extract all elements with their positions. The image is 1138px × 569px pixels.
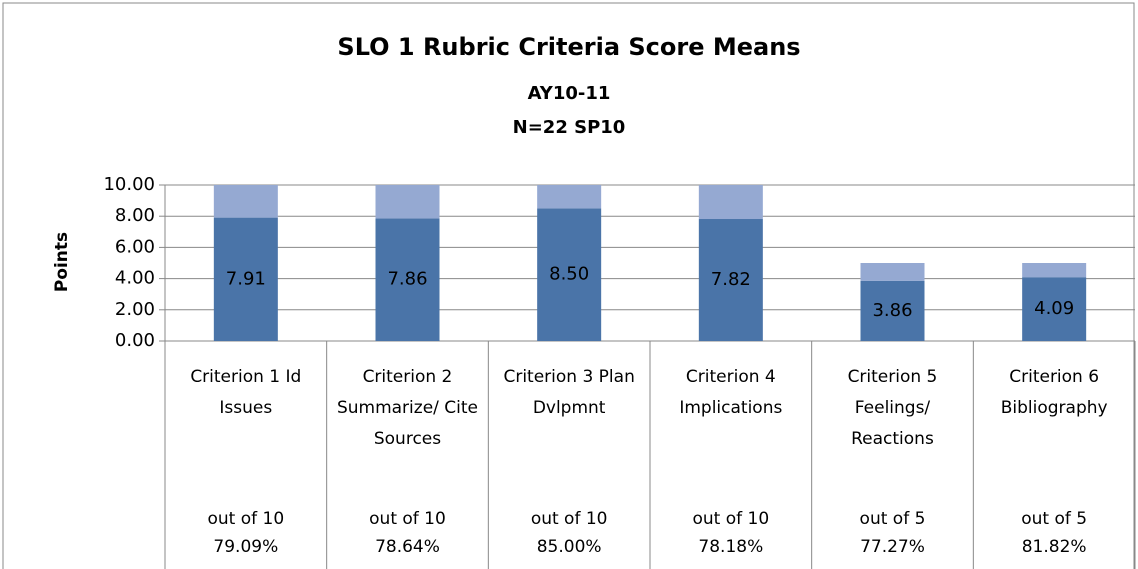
data-label: 7.91	[226, 268, 266, 289]
max-label: out of 5	[859, 509, 926, 529]
y-tick-label: 4.00	[115, 268, 155, 289]
percent-label: 81.82%	[1021, 537, 1087, 557]
percent-label: 78.18%	[698, 537, 764, 557]
bar-segment	[375, 218, 440, 341]
y-tick-label: 0.00	[115, 330, 155, 351]
category-label: Criterion 4 Implications	[679, 367, 783, 418]
y-tick-label: 10.00	[103, 174, 155, 195]
category-label: Criterion 5 Feelings/ Reactions	[847, 367, 938, 449]
max-label: out of 10	[369, 509, 446, 529]
bar-segment	[860, 280, 925, 341]
data-label: 3.86	[872, 300, 912, 321]
bar-segment	[213, 185, 278, 218]
percent-label: 78.64%	[375, 537, 440, 557]
y-tick-label: 8.00	[115, 205, 155, 226]
bar-segment	[1022, 263, 1087, 278]
bar-segment	[860, 263, 925, 281]
category-label: Criterion 1 Id Issues	[190, 367, 302, 418]
percent-label: 79.09%	[213, 537, 279, 557]
max-label: out of 10	[692, 509, 770, 529]
y-axis-label: Points	[52, 232, 72, 292]
bar-segment	[375, 185, 440, 219]
data-label: 7.82	[711, 269, 751, 290]
bar-segment	[698, 185, 763, 220]
bar-segment	[698, 219, 763, 341]
bar-segment	[537, 185, 602, 209]
max-label: out of 10	[530, 509, 608, 529]
chart-subtitle: N=22 SP10	[513, 117, 626, 138]
max-label: out of 10	[207, 509, 285, 529]
bar-segment	[1022, 277, 1087, 341]
data-label: 7.86	[387, 269, 427, 290]
data-label: 8.50	[549, 264, 589, 285]
y-tick-label: 2.00	[115, 299, 155, 320]
bar-segment	[213, 217, 278, 341]
data-label: 4.09	[1034, 298, 1074, 319]
category-label: Criterion 3 Plan Dvlpmnt	[503, 367, 635, 418]
percent-label: 77.27%	[860, 537, 925, 557]
chart-subtitle: AY10-11	[528, 83, 611, 104]
max-label: out of 5	[1021, 509, 1088, 529]
category-label: Criterion 6 Bibliography	[1000, 367, 1108, 418]
bar-segment	[537, 208, 602, 341]
category-label: Criterion 2 Summarize/ Cite Sources	[336, 367, 478, 449]
percent-label: 85.00%	[536, 537, 602, 557]
y-tick-label: 6.00	[115, 236, 155, 257]
chart-title: SLO 1 Rubric Criteria Score Means	[337, 33, 800, 61]
